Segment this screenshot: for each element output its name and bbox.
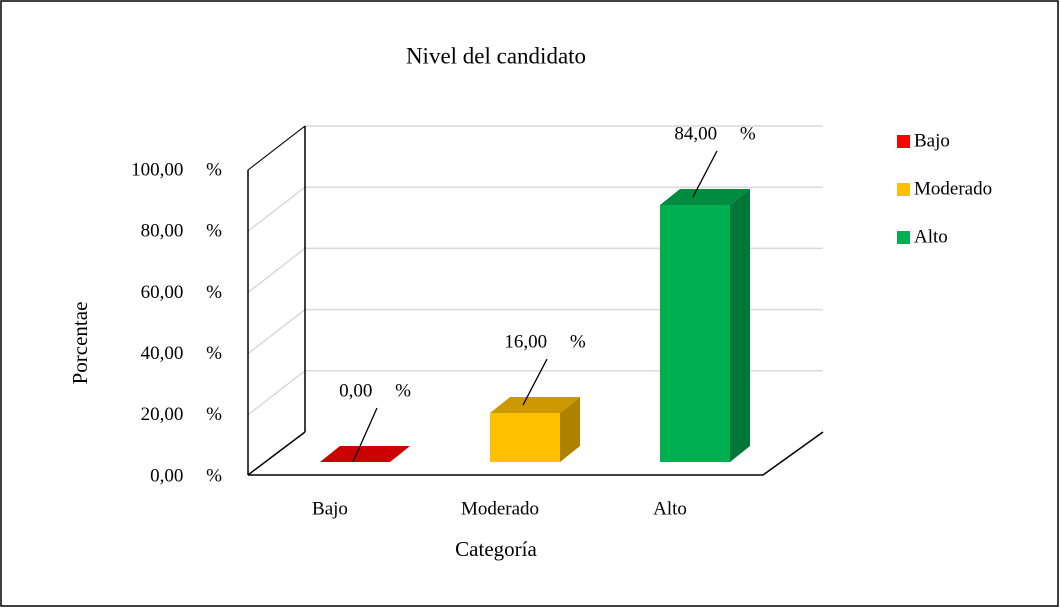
leader-line	[692, 150, 718, 198]
grid-line	[247, 247, 306, 293]
y-tick-label: 0,00 %	[150, 465, 222, 486]
wall-edge	[247, 125, 306, 171]
leader-line	[352, 407, 378, 463]
floor-edge	[248, 431, 824, 476]
floor-edge	[247, 431, 306, 476]
data-label: 16,00 %	[504, 331, 586, 352]
legend-label: Alto	[914, 226, 948, 247]
y-tick-label: 100,00 %	[131, 159, 222, 180]
bar-side	[730, 188, 750, 462]
bar-side-shade	[560, 397, 580, 462]
x-tick-label: Alto	[653, 498, 687, 519]
bar-top	[660, 188, 750, 205]
y-axis-title: Porcentae	[68, 302, 92, 385]
grid-line	[247, 370, 306, 416]
legend-label: Bajo	[914, 130, 950, 151]
bar-top	[320, 446, 410, 462]
grid-line	[247, 186, 306, 232]
bar	[660, 204, 730, 462]
bar-side-shade	[730, 188, 750, 462]
y-tick-label: 80,00 %	[141, 221, 223, 242]
x-axis-title: Categoría	[455, 537, 537, 561]
bar-side	[560, 397, 580, 462]
legend-label: Moderado	[914, 178, 992, 199]
leader-line	[522, 358, 548, 406]
legend-swatch	[897, 135, 910, 148]
x-tick-label: Moderado	[461, 498, 539, 519]
bar-top-shade	[320, 446, 410, 462]
legend-swatch	[897, 183, 910, 196]
y-tick-label: 60,00 %	[141, 282, 223, 303]
chart-title: Nivel del candidato	[406, 43, 586, 68]
bar-top	[490, 397, 580, 414]
data-label: 84,00 %	[674, 123, 756, 144]
legend-swatch	[897, 231, 910, 244]
x-tick-label: Bajo	[312, 498, 348, 519]
bar-top-shade	[490, 397, 580, 414]
y-tick-label: 20,00 %	[141, 404, 223, 425]
grid-line	[247, 309, 306, 355]
bar-top-shade	[660, 188, 750, 205]
y-tick-label: 40,00 %	[141, 343, 223, 364]
bar	[490, 413, 560, 462]
data-label: 0,00 %	[339, 380, 411, 401]
